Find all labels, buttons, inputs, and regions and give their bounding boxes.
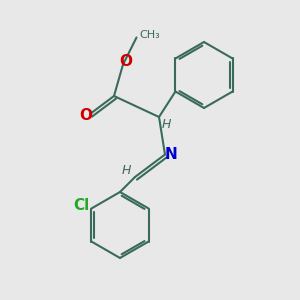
Text: CH₃: CH₃ xyxy=(140,29,160,40)
Text: Cl: Cl xyxy=(73,198,89,213)
Text: O: O xyxy=(119,54,132,69)
Text: O: O xyxy=(79,108,92,123)
Text: H: H xyxy=(162,118,171,131)
Text: H: H xyxy=(121,164,131,178)
Text: N: N xyxy=(165,147,177,162)
